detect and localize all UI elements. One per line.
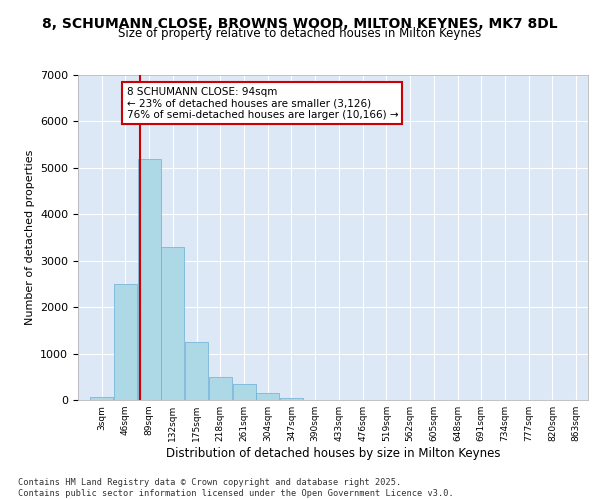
Bar — [233, 384, 256, 400]
Text: Size of property relative to detached houses in Milton Keynes: Size of property relative to detached ho… — [118, 28, 482, 40]
Bar — [209, 377, 232, 400]
Bar — [280, 398, 303, 400]
Text: 8 SCHUMANN CLOSE: 94sqm
← 23% of detached houses are smaller (3,126)
76% of semi: 8 SCHUMANN CLOSE: 94sqm ← 23% of detache… — [127, 86, 398, 120]
Bar — [185, 342, 208, 400]
Text: Contains HM Land Registry data © Crown copyright and database right 2025.
Contai: Contains HM Land Registry data © Crown c… — [18, 478, 454, 498]
Bar — [256, 393, 279, 400]
X-axis label: Distribution of detached houses by size in Milton Keynes: Distribution of detached houses by size … — [166, 447, 500, 460]
Bar — [137, 158, 161, 400]
Bar — [161, 247, 184, 400]
Y-axis label: Number of detached properties: Number of detached properties — [25, 150, 35, 325]
Bar — [114, 284, 137, 400]
Text: 8, SCHUMANN CLOSE, BROWNS WOOD, MILTON KEYNES, MK7 8DL: 8, SCHUMANN CLOSE, BROWNS WOOD, MILTON K… — [42, 18, 558, 32]
Bar — [90, 397, 113, 400]
